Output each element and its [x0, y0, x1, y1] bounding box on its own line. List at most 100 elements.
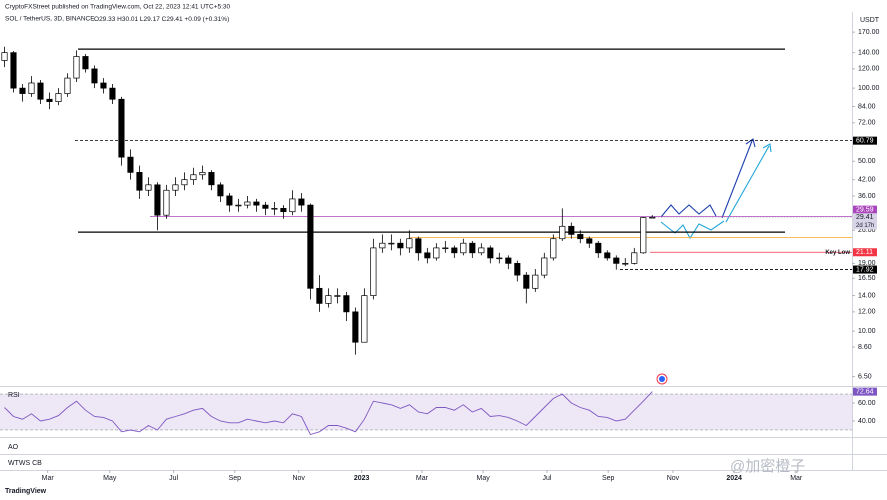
rsi-label: RSI [8, 392, 20, 399]
candle-body [604, 252, 611, 259]
rsi-line [4, 391, 653, 436]
candle-body [127, 156, 134, 173]
candle-body [235, 204, 242, 207]
candle-body [10, 52, 17, 89]
candle-body [559, 225, 566, 240]
arrow-head [745, 138, 756, 148]
candle-body [19, 87, 26, 94]
ohlc-value: 29.33 [99, 16, 116, 23]
candle-body [307, 204, 314, 289]
candle-body [352, 311, 359, 343]
candle-body [487, 247, 494, 259]
candle-body [577, 234, 584, 240]
x-tick-label: May [477, 475, 491, 482]
candle-body [280, 208, 287, 213]
candle-body [406, 238, 413, 249]
x-tick-label: Mar [42, 475, 55, 482]
candle-body [190, 174, 197, 181]
candle-body [343, 295, 350, 313]
candle-body [523, 274, 530, 289]
candle-body [388, 242, 395, 245]
ohlc-text: O29.33 H30.01 L29.17 C29.41 +0.09 (+0.31… [94, 16, 229, 23]
x-tick-label: Nov [292, 475, 305, 482]
ohlc-readout: O29.33 H30.01 L29.17 C29.41 +0.09 (+0.31… [94, 16, 229, 23]
y-tick-label: 26.00 [858, 227, 876, 234]
candle-body [163, 189, 170, 216]
y-tick-label: 42.00 [858, 177, 876, 184]
candle-body [73, 56, 80, 79]
y-tick-label: 8.60 [858, 344, 872, 351]
candle-body [289, 198, 296, 213]
price-label-box [853, 248, 877, 257]
y-tick-label: 100.00 [858, 85, 880, 92]
candle-body [46, 98, 53, 102]
candle-body [631, 252, 638, 264]
price-label: 21.11 [856, 249, 873, 256]
y-tick-label: 36.00 [858, 193, 876, 200]
candle-body [226, 195, 233, 206]
price-label-box [853, 136, 877, 145]
candle-body [496, 257, 503, 260]
price-label-box [853, 265, 877, 274]
currency: USDT [860, 17, 880, 24]
rsi-value: 72.64 [856, 388, 874, 395]
ohlc-value: 29.17 [144, 16, 161, 23]
x-tick-label: Mar [790, 475, 803, 482]
y-tick-label: 170.00 [858, 29, 880, 36]
candle-body [460, 242, 467, 254]
candle-body [325, 295, 332, 304]
candle-body [28, 82, 35, 94]
rsi-tick-label: 60.00 [858, 400, 876, 407]
candle-body [136, 172, 143, 191]
ohlc-change: +0.09 (+0.31%) [184, 16, 229, 23]
y-tick-label: 50.00 [858, 158, 876, 165]
candle-body [586, 238, 593, 244]
candle-body [181, 179, 188, 186]
candle-body [433, 247, 440, 259]
candle-body [640, 217, 647, 254]
arrow-head [762, 143, 772, 153]
ohlc-value: 30.01 [122, 16, 139, 23]
candle-body [253, 201, 260, 206]
projection-path [660, 204, 717, 218]
candle-body [316, 287, 323, 304]
candle-body [541, 257, 548, 276]
y-tick-label: 14.00 [858, 292, 876, 299]
x-tick-label: May [103, 475, 117, 482]
candle-body [361, 295, 368, 343]
candle-body [568, 225, 575, 235]
y-tick-label: 84.00 [858, 103, 876, 110]
price-label: 60.79 [856, 138, 874, 145]
candle-body [370, 247, 377, 296]
projection-path [660, 220, 725, 240]
y-tick-label: 120.00 [858, 66, 880, 73]
candle-body [379, 242, 386, 249]
y-tick-label: 12.00 [858, 309, 876, 316]
candle-body [451, 247, 458, 254]
candle-body [271, 208, 278, 210]
candle-body [397, 242, 404, 249]
watermark: @加密橙子 [730, 458, 805, 475]
projection-path [725, 145, 770, 223]
symbol: SOL / TetherUS, 3D, BINANCE [5, 16, 95, 23]
candle-body [424, 252, 431, 259]
x-tick-label: Jul [543, 475, 552, 482]
candle-body [505, 257, 512, 264]
publisher: CryptoFXStreet published on TradingView.… [5, 4, 231, 11]
candle-body [100, 82, 107, 89]
y-tick-label: 10.00 [858, 328, 876, 335]
last-price: 29.41 [856, 214, 874, 221]
candle-body [145, 184, 152, 191]
annotation: Key Low [825, 250, 850, 256]
y-tick-label: 19.00 [858, 260, 876, 267]
candle-body [172, 184, 179, 191]
candle-body [532, 274, 539, 289]
candle-body [334, 295, 341, 297]
candle-body [613, 257, 620, 264]
indicator-label: AO [8, 444, 19, 451]
candle-body [595, 242, 602, 254]
y-tick-label: 16.50 [858, 275, 876, 282]
candle-body [298, 198, 305, 206]
candle-body [154, 184, 161, 216]
candle-body [199, 172, 206, 176]
